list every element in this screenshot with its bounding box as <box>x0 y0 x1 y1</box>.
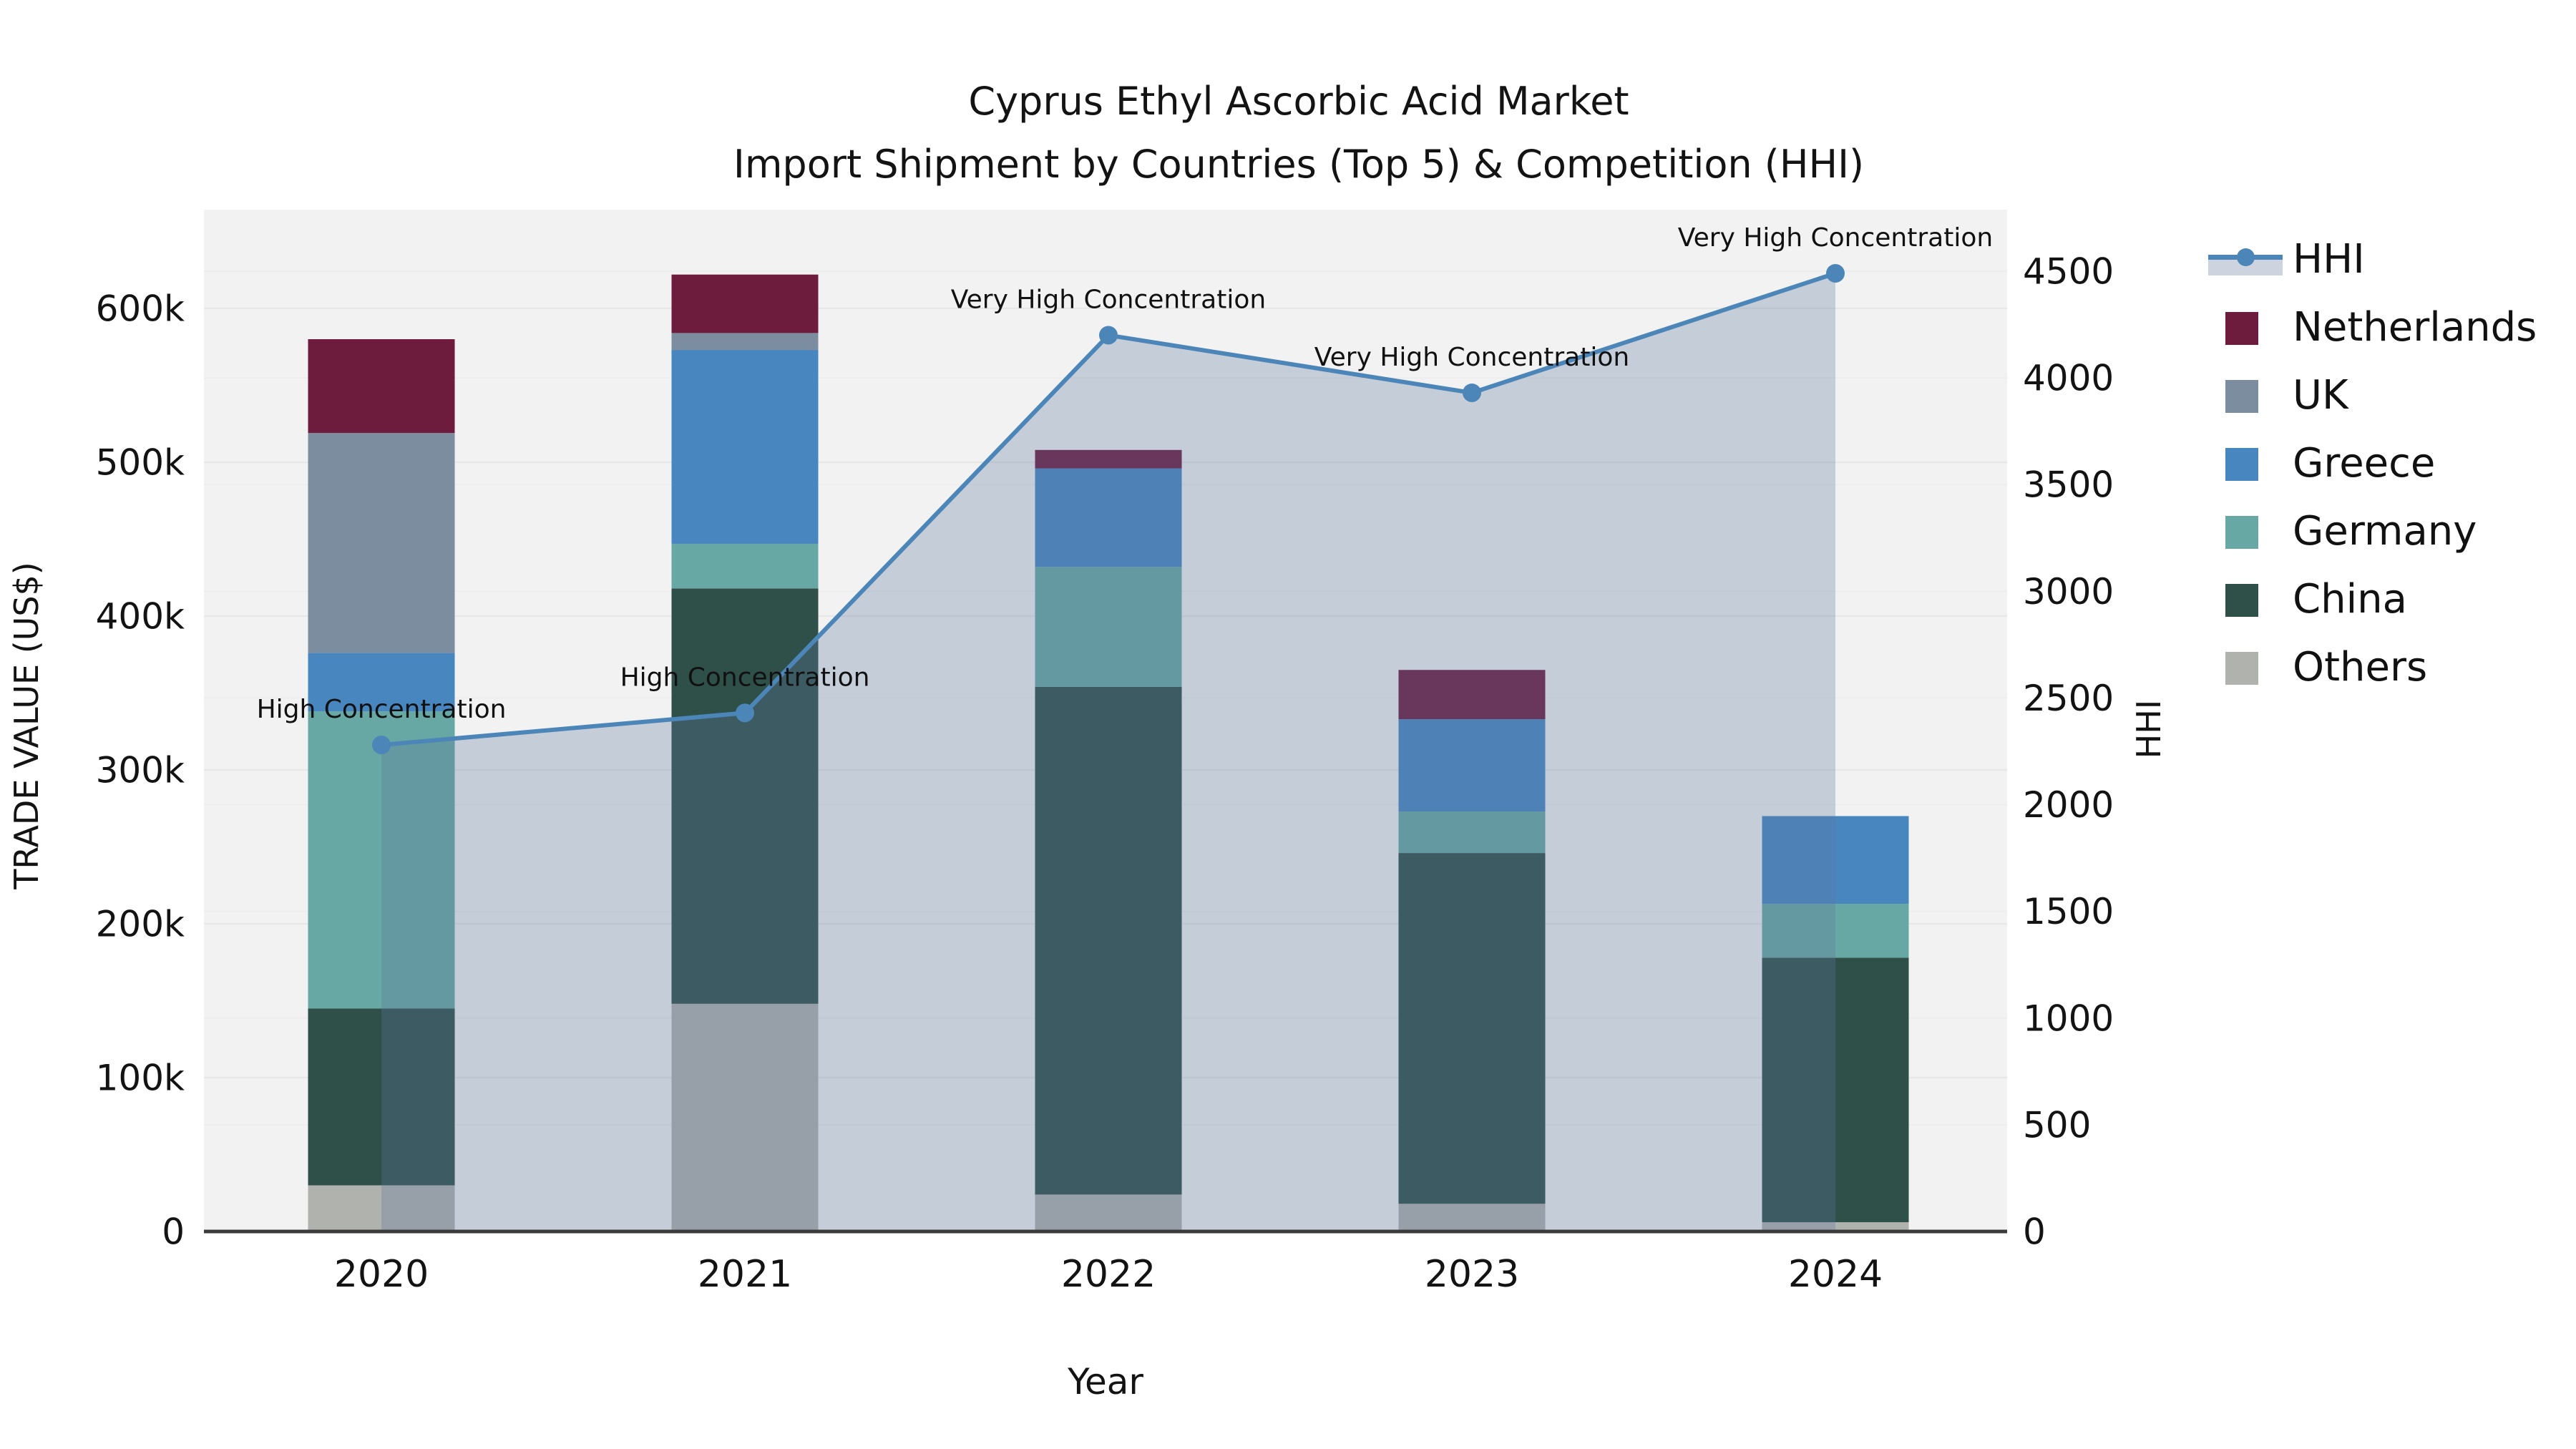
bar-segment-greece-2020 <box>308 653 455 712</box>
legend-swatch-icon <box>2208 306 2283 349</box>
x-tick-2020: 2020 <box>334 1253 429 1296</box>
y-left-tick-600k: 600k <box>96 288 185 330</box>
bar-segment-greece-2023 <box>1398 719 1546 812</box>
y-left-tick-0: 0 <box>162 1211 185 1253</box>
y-left-tick-200k: 200k <box>96 904 185 945</box>
bar-segment-germany-2022 <box>1035 567 1182 687</box>
legend-item-greece: Greece <box>2208 429 2537 497</box>
annotation-2023: Very High Concentration <box>1314 343 1629 372</box>
bar-segment-others-2023 <box>1398 1204 1546 1231</box>
x-tick-2024: 2024 <box>1788 1253 1883 1296</box>
legend-swatch-icon <box>2208 442 2283 485</box>
bar-segment-germany-2020 <box>308 711 455 1009</box>
y-right-tick-4000: 4000 <box>2023 358 2114 399</box>
y-right-tick-500: 500 <box>2023 1104 2091 1146</box>
bar-segment-greece-2024 <box>1762 816 1909 904</box>
hhi-marker-2022 <box>1099 326 1118 345</box>
legend-label: Netherlands <box>2293 304 2537 351</box>
x-axis-label: Year <box>1068 1361 1143 1402</box>
y-right-tick-2000: 2000 <box>2023 784 2114 826</box>
legend-swatch-germany <box>2225 515 2258 549</box>
y-left-tick-100k: 100k <box>96 1058 185 1099</box>
annotation-2024: Very High Concentration <box>1678 223 1993 253</box>
hhi-marker-2024 <box>1826 263 1845 283</box>
bar-segment-china-2021 <box>671 588 819 1004</box>
bar-segment-china-2024 <box>1762 957 1909 1223</box>
legend-swatch-greece <box>2225 447 2258 481</box>
chart-title-line1: Cyprus Ethyl Ascorbic Acid Market <box>968 79 1629 124</box>
y-right-tick-3500: 3500 <box>2023 464 2114 506</box>
y-axis-label-left: TRADE VALUE (US$) <box>7 562 46 889</box>
legend-swatch-icon <box>2208 646 2283 689</box>
x-tick-2023: 2023 <box>1425 1253 1519 1296</box>
x-tick-2021: 2021 <box>698 1253 792 1296</box>
legend-swatch-icon <box>2208 374 2283 417</box>
annotation-2020: High Concentration <box>257 695 507 724</box>
legend-swatch-china <box>2225 583 2258 617</box>
bar-segment-germany-2023 <box>1398 811 1546 854</box>
legend-label: HHI <box>2293 236 2365 283</box>
bar-segment-others-2021 <box>671 1003 819 1231</box>
legend-label: Greece <box>2293 440 2436 487</box>
legend-item-others: Others <box>2208 633 2537 701</box>
legend-swatch-uk <box>2225 379 2258 413</box>
y-right-tick-3000: 3000 <box>2023 571 2114 613</box>
legend-item-uk: UK <box>2208 361 2537 429</box>
legend-item-netherlands: Netherlands <box>2208 293 2537 361</box>
y-right-tick-4500: 4500 <box>2023 251 2114 293</box>
bar-segment-others-2022 <box>1035 1194 1182 1231</box>
hhi-marker-2020 <box>372 736 391 755</box>
bar-segment-germany-2021 <box>671 543 819 589</box>
hhi-area-fill <box>381 273 1835 1232</box>
bar-segment-greece-2021 <box>671 350 819 544</box>
bar-segment-others-2024 <box>1762 1222 1909 1231</box>
bar-segment-china-2023 <box>1398 853 1546 1204</box>
legend-label: UK <box>2293 372 2348 419</box>
y-right-tick-1000: 1000 <box>2023 997 2114 1039</box>
bar-segment-china-2020 <box>308 1008 455 1186</box>
y-right-tick-2500: 2500 <box>2023 678 2114 719</box>
bar-segment-netherlands-2023 <box>1398 670 1546 720</box>
bar-segment-uk-2021 <box>671 333 819 351</box>
y-left-tick-300k: 300k <box>96 750 185 791</box>
legend-label: China <box>2293 576 2407 623</box>
bar-segment-uk-2020 <box>308 433 455 653</box>
legend-item-china: China <box>2208 565 2537 633</box>
chart-title-line2: Import Shipment by Countries (Top 5) & C… <box>733 142 1865 187</box>
annotation-2021: High Concentration <box>620 663 870 692</box>
legend-item-hhi: HHI <box>2208 225 2537 293</box>
y-left-tick-500k: 500k <box>96 442 185 484</box>
legend-swatch-icon <box>2208 510 2283 553</box>
hhi-marker-2021 <box>736 703 754 723</box>
bar-segment-others-2020 <box>308 1185 455 1231</box>
legend-label: Others <box>2293 644 2428 691</box>
legend-swatch-icon <box>2208 578 2283 621</box>
bar-segment-netherlands-2020 <box>308 339 455 434</box>
bar-segment-netherlands-2022 <box>1035 449 1182 469</box>
y-left-tick-400k: 400k <box>96 596 185 638</box>
annotation-2022: Very High Concentration <box>951 285 1266 314</box>
bar-segment-greece-2022 <box>1035 468 1182 567</box>
hhi-marker-sample <box>2237 248 2255 266</box>
legend-label: Germany <box>2293 508 2477 555</box>
y-axis-label-right: HHI <box>2129 699 2168 759</box>
hhi-marker-2023 <box>1463 383 1481 402</box>
y-right-tick-0: 0 <box>2023 1211 2046 1253</box>
hhi-line-sample-icon <box>2208 238 2283 281</box>
chart-title: Cyprus Ethyl Ascorbic Acid Market Import… <box>225 70 2372 196</box>
bar-segment-netherlands-2021 <box>671 274 819 333</box>
legend-item-germany: Germany <box>2208 497 2537 565</box>
y-right-tick-1500: 1500 <box>2023 891 2114 932</box>
bar-segment-china-2022 <box>1035 686 1182 1195</box>
legend: HHI Netherlands UK Greece Germany China Others <box>2208 225 2537 701</box>
bar-segment-germany-2024 <box>1762 904 1909 958</box>
legend-swatch-others <box>2225 651 2258 685</box>
x-tick-2022: 2022 <box>1061 1253 1156 1296</box>
legend-swatch-netherlands <box>2225 311 2258 345</box>
